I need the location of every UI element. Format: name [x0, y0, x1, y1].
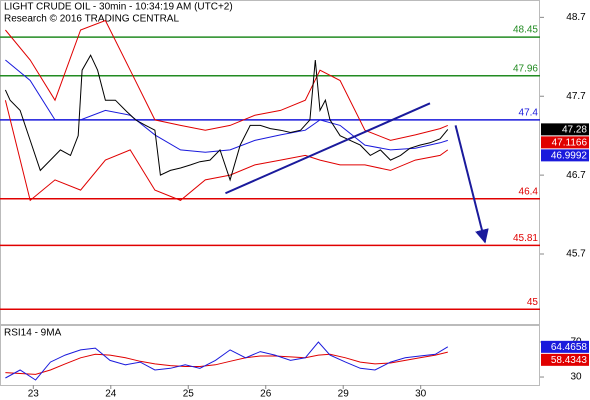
series-line [5, 59, 448, 153]
series-line [5, 351, 448, 375]
main-frame [0, 0, 540, 325]
x-tick-label: 25 [183, 389, 195, 400]
series-line [4, 54, 449, 182]
y-tick-label: 45.7 [566, 249, 586, 260]
price-box-label: 47.1166 [552, 138, 588, 149]
series-line [5, 19, 448, 141]
x-tick-label: 29 [338, 389, 350, 400]
y-tick-label: 30 [570, 372, 582, 383]
trend-line [454, 125, 489, 244]
trend-line [225, 102, 431, 195]
series-line [4, 100, 449, 202]
price-box [541, 353, 589, 366]
x-tick-label: 23 [28, 389, 40, 400]
price-box [541, 136, 589, 149]
price-box-label: 46.9992 [551, 151, 588, 162]
price-box-label: 64.4658 [551, 342, 588, 353]
price-box-label: 47.28 [562, 125, 587, 136]
rsi-title: RSI14 - 9MA [4, 328, 62, 339]
level-label: 45.81 [513, 233, 538, 244]
level-label: 47.96 [513, 63, 538, 74]
y-tick-label: 46.7 [566, 170, 586, 181]
level-label: 45 [527, 297, 539, 308]
chart-subtitle: Research © 2016 TRADING CENTRAL [4, 14, 179, 25]
price-box [541, 123, 589, 136]
level-label: 46.4 [519, 186, 539, 197]
price-box [541, 149, 589, 162]
chart-title: LIGHT CRUDE OIL - 30min - 10:34:19 AM (U… [4, 2, 233, 13]
y-tick-label: 48.7 [566, 12, 586, 23]
price-box-label: 58.4343 [551, 355, 588, 366]
price-box [541, 340, 589, 353]
x-tick-label: 24 [105, 389, 117, 400]
level-label: 47.4 [519, 108, 539, 119]
level-label: 48.45 [513, 25, 538, 36]
x-tick-label: 26 [260, 389, 272, 400]
y-tick-label: 47.7 [566, 91, 586, 102]
rsi-frame [0, 325, 540, 386]
x-tick-label: 30 [415, 389, 427, 400]
series-line [5, 341, 449, 381]
